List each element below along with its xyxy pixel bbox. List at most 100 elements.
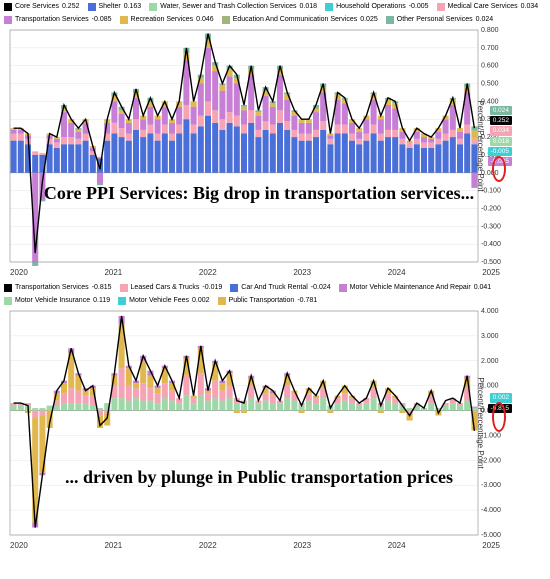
xtick-label: 2021 [104,268,122,277]
svg-text:-0.200: -0.200 [481,206,501,213]
chart-1-svg: -0.500-0.400-0.300-0.200-0.1000.0000.100… [4,26,514,266]
legend-item: Motor Vehicle Insurance0.119 [4,296,110,305]
legend-swatch [118,297,126,305]
legend-value: 0.252 [62,2,80,11]
xtick-label: 2024 [388,268,406,277]
xtick-label: 2024 [388,541,406,550]
svg-text:0.700: 0.700 [481,45,499,52]
legend-item: Education And Communication Services0.02… [222,15,378,24]
legend-value: -0.815 [92,283,112,292]
chart-1: Core Services0.252Shelter0.163Water, Sew… [0,0,550,281]
svg-text:-0.500: -0.500 [481,259,501,266]
xtick-label: 2022 [199,268,217,277]
chart-2-xticks: 2020 2021 2022 2023 2024 2025 [0,539,510,554]
value-badge: -0.005 [488,147,512,156]
legend-label: Recreation Services [131,15,194,24]
svg-text:-0.300: -0.300 [481,223,501,230]
legend-item: Core Services0.252 [4,2,80,11]
svg-text:3.000: 3.000 [481,333,499,340]
xtick-label: 2020 [10,541,28,550]
xtick-label: 2023 [293,541,311,550]
legend-value: 0.041 [474,283,492,292]
value-badge: 0.002 [490,393,512,402]
legend-item: Shelter0.163 [88,2,142,11]
legend-item: Public Transportation-0.781 [218,296,318,305]
chart-1-plot: -0.500-0.400-0.300-0.200-0.1000.0000.100… [4,26,514,266]
svg-text:-0.400: -0.400 [481,241,501,248]
legend-value: 0.025 [360,15,378,24]
xtick-label: 2021 [104,541,122,550]
xtick-label: 2025 [482,541,500,550]
svg-text:0.500: 0.500 [481,81,499,88]
legend-label: Transportation Services [15,283,89,292]
svg-text:0.600: 0.600 [481,63,499,70]
svg-text:4.000: 4.000 [481,308,499,315]
legend-swatch [437,3,445,11]
svg-text:-4.000: -4.000 [481,507,501,514]
legend-item: Other Personal Services0.024 [386,15,493,24]
legend-swatch [218,297,226,305]
legend-item: Leased Cars & Trucks-0.019 [120,283,223,292]
legend-value: 0.119 [93,296,110,305]
legend-label: Motor Vehicle Maintenance And Repair [350,283,471,292]
legend-value: -0.085 [92,15,112,24]
legend-swatch [4,3,12,11]
legend-label: Medical Care Services [448,2,518,11]
chart-2-yaxis-label: Percent/Percentage Point [476,378,485,469]
xtick-label: 2020 [10,268,28,277]
legend-swatch [4,297,12,305]
legend-label: Leased Cars & Trucks [131,283,200,292]
legend-label: Car And Truck Rental [241,283,308,292]
chart-2-legend: Transportation Services-0.815 Leased Cars… [0,281,550,307]
legend-swatch [4,16,12,24]
legend-value: 0.163 [124,2,142,11]
legend-value: -0.019 [202,283,222,292]
legend-value: 0.024 [476,15,494,24]
legend-value: 0.034 [521,2,539,11]
legend-label: Core Services [15,2,59,11]
legend-swatch [230,284,238,292]
chart-1-xticks: 2020 2021 2022 2023 2024 2025 [0,266,510,281]
xtick-label: 2022 [199,541,217,550]
legend-item: Medical Care Services0.034 [437,2,539,11]
legend-value: 0.018 [300,2,318,11]
legend-label: Other Personal Services [397,15,473,24]
legend-label: Water, Sewer and Trash Collection Servic… [160,2,296,11]
chart-2-svg: -5.000-4.000-3.000-2.000-1.0000.0001.000… [4,307,514,539]
legend-swatch [88,3,96,11]
svg-text:-3.000: -3.000 [481,483,501,490]
legend-swatch [4,284,12,292]
xtick-label: 2025 [482,268,500,277]
legend-label: Education And Communication Services [233,15,358,24]
legend-swatch [149,3,157,11]
chart-1-legend: Core Services0.252 Shelter0.163 Water, Sew… [0,0,550,26]
legend-label: Household Operations [336,2,406,11]
legend-swatch [325,3,333,11]
legend-item: Motor Vehicle Fees0.002 [118,296,209,305]
chart-2-plot: -5.000-4.000-3.000-2.000-1.0000.0001.000… [4,307,514,539]
xtick-label: 2023 [293,268,311,277]
legend-value: 0.046 [196,15,214,24]
value-badge: 0.252 [490,116,512,125]
svg-text:0.800: 0.800 [481,27,499,34]
chart-1-highlight [492,156,506,182]
legend-label: Public Transportation [229,296,295,305]
chart-2: Transportation Services-0.815 Leased Cars… [0,281,550,554]
legend-item: Recreation Services0.046 [120,15,214,24]
legend-value: -0.781 [297,296,317,305]
legend-value: -0.005 [409,2,429,11]
legend-label: Motor Vehicle Insurance [15,296,90,305]
legend-item: Motor Vehicle Maintenance And Repair0.04… [339,283,492,292]
svg-text:2.000: 2.000 [481,358,499,365]
value-badge: 0.034 [490,126,512,135]
legend-value: 0.002 [192,296,210,305]
svg-text:-5.000: -5.000 [481,532,501,539]
value-badge: 0.018 [490,137,512,146]
legend-swatch [339,284,347,292]
legend-swatch [386,16,394,24]
legend-value: -0.024 [311,283,331,292]
legend-item: Car And Truck Rental-0.024 [230,283,330,292]
legend-item: Water, Sewer and Trash Collection Servic… [149,2,317,11]
legend-item: Transportation Services-0.085 [4,15,112,24]
chart-1-yaxis-label: Percent/Percentage Point [476,101,485,192]
